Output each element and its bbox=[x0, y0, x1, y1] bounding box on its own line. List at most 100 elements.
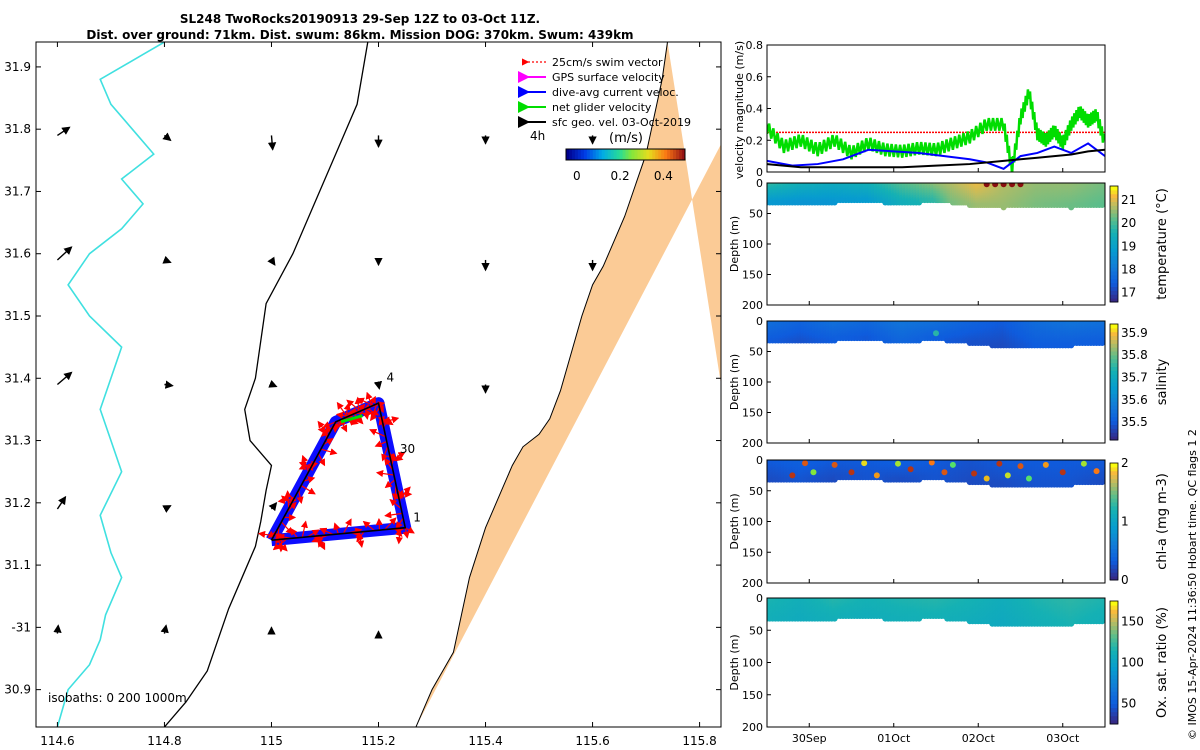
section-ytick-label: 50 bbox=[749, 208, 763, 221]
geo-velocity-vector bbox=[268, 501, 278, 512]
colorbar-segment bbox=[667, 149, 671, 160]
colorbar-segment bbox=[592, 149, 597, 160]
map-ytick-label: 31.3 bbox=[4, 434, 31, 448]
swim-vector bbox=[389, 499, 402, 510]
swim-vector bbox=[343, 402, 351, 418]
map-ytick-label: -31 bbox=[11, 620, 31, 634]
section-outlier-dot bbox=[933, 330, 939, 337]
section-outlier-dot bbox=[873, 472, 880, 479]
section-ytick-label: 200 bbox=[742, 577, 763, 590]
swim-vector bbox=[369, 428, 386, 438]
section-colorbar-tick-label: 35.5 bbox=[1121, 415, 1148, 429]
section-colorbar-segment bbox=[1110, 428, 1118, 433]
section-outlier-dot bbox=[1017, 183, 1024, 188]
colorbar-segment bbox=[616, 149, 621, 160]
colorbar-segment bbox=[682, 149, 686, 160]
section-colorbar-segment bbox=[1110, 240, 1118, 245]
colorbar-segment bbox=[568, 149, 573, 160]
section-colorbar-segment bbox=[1110, 282, 1118, 288]
velocity-ytick-label: 0.4 bbox=[746, 103, 764, 116]
section-colorbar-segment bbox=[1110, 343, 1118, 348]
colorbar-segment bbox=[655, 149, 659, 160]
map-xtick-label: 115.4 bbox=[468, 734, 502, 748]
section-colorbar-segment bbox=[1110, 267, 1118, 272]
geo-velocity-vector bbox=[162, 132, 172, 142]
section-colorbar-segment bbox=[1110, 521, 1118, 526]
section-outlier-dot bbox=[861, 460, 868, 467]
velocity-ytick-label: 0.2 bbox=[746, 134, 764, 147]
colorbar-segment bbox=[595, 149, 600, 160]
section-colorbar-segment bbox=[1110, 193, 1118, 199]
section-colorbar-tick-label: 18 bbox=[1121, 263, 1136, 277]
section-colorbar-tick-label: 0 bbox=[1121, 573, 1129, 587]
colorbar-segment bbox=[607, 149, 612, 160]
colorbar-segment bbox=[658, 149, 662, 160]
section-colorbar-segment bbox=[1110, 201, 1118, 206]
section-colorbar-segment bbox=[1110, 370, 1118, 375]
section-outlier-dot bbox=[996, 460, 1003, 467]
geo-velocity-vector bbox=[373, 380, 383, 390]
glider-track bbox=[270, 402, 407, 541]
section-outlier-dot bbox=[802, 460, 809, 467]
isobath-200m bbox=[163, 42, 369, 727]
colorbar-segment bbox=[670, 149, 674, 160]
section-colorbar-segment bbox=[1110, 498, 1118, 503]
section-outlier-dot bbox=[907, 466, 914, 473]
section-ytick-label: 50 bbox=[749, 346, 763, 359]
section-outlier-dot bbox=[941, 469, 948, 476]
section-colorbar-segment bbox=[1110, 482, 1118, 487]
section-colorbar-segment bbox=[1110, 486, 1118, 491]
velocity-ytick-label: 0 bbox=[756, 166, 763, 179]
map-ytick-label: 31.1 bbox=[4, 558, 31, 572]
section-ylabel: Depth (m) bbox=[728, 216, 741, 272]
section-colorbar-segment bbox=[1110, 251, 1118, 257]
isobath-0m bbox=[56, 42, 165, 727]
colorbar-segment bbox=[679, 149, 683, 160]
swim-vector bbox=[280, 521, 294, 535]
legend-label: net glider velocity bbox=[552, 101, 652, 114]
section-colorbar-segment bbox=[1110, 576, 1118, 581]
section-colorbar-segment bbox=[1110, 494, 1118, 499]
section-outlier-dot bbox=[1093, 468, 1100, 475]
swim-vector bbox=[323, 438, 334, 446]
section-outlier-dot bbox=[1004, 472, 1011, 479]
section-colorbar-segment bbox=[1110, 271, 1118, 276]
geo-velocity-vector bbox=[268, 379, 278, 388]
section-sample-dot bbox=[1099, 339, 1105, 346]
section-ytick-label: 150 bbox=[742, 407, 763, 420]
map-ytick-label: 31.8 bbox=[4, 122, 31, 136]
section-outlier-dot bbox=[1042, 461, 1049, 468]
section-colorbar-segment bbox=[1110, 362, 1118, 368]
section-colorbar-segment bbox=[1110, 537, 1118, 542]
section-colorbar-segment bbox=[1110, 382, 1118, 387]
map-ytick-label: 31.2 bbox=[4, 496, 31, 510]
geo-velocity-vector bbox=[56, 246, 73, 261]
swim-vector bbox=[300, 485, 316, 495]
velocity-series-line bbox=[767, 142, 1105, 170]
section-colorbar-segment bbox=[1110, 509, 1118, 515]
velocity-ytick-label: 0.6 bbox=[746, 71, 764, 84]
section-colorbar-segment bbox=[1110, 470, 1118, 476]
section-colorbar-segment bbox=[1110, 259, 1118, 264]
map-xtick-label: 114.6 bbox=[40, 734, 74, 748]
section-colorbar-segment bbox=[1110, 244, 1118, 249]
swim-vector bbox=[272, 538, 288, 551]
colorbar-segment bbox=[610, 149, 615, 160]
map-colorbar bbox=[565, 148, 686, 161]
section-colorbar-label: chl-a (mg m-3) bbox=[1155, 473, 1170, 570]
swim-vector bbox=[333, 522, 341, 535]
section-ytick-label: 0 bbox=[756, 177, 763, 190]
section-outlier-dot bbox=[983, 183, 990, 188]
section-colorbar-label: salinity bbox=[1155, 358, 1170, 405]
section-colorbar-segment bbox=[1110, 560, 1118, 565]
section-colorbar-segment bbox=[1110, 424, 1118, 429]
section-colorbar-segment bbox=[1110, 274, 1118, 280]
colorbar-segment bbox=[646, 149, 650, 160]
section-ytick-label: 200 bbox=[742, 299, 763, 312]
colorbar-segment bbox=[628, 149, 632, 160]
section-colorbar-segment bbox=[1110, 389, 1118, 395]
section-colorbar-segment bbox=[1110, 197, 1118, 202]
figure-title: SL248 TwoRocks20190913 29-Sep 12Z to 03-… bbox=[179, 12, 541, 26]
swim-vector bbox=[384, 517, 397, 531]
